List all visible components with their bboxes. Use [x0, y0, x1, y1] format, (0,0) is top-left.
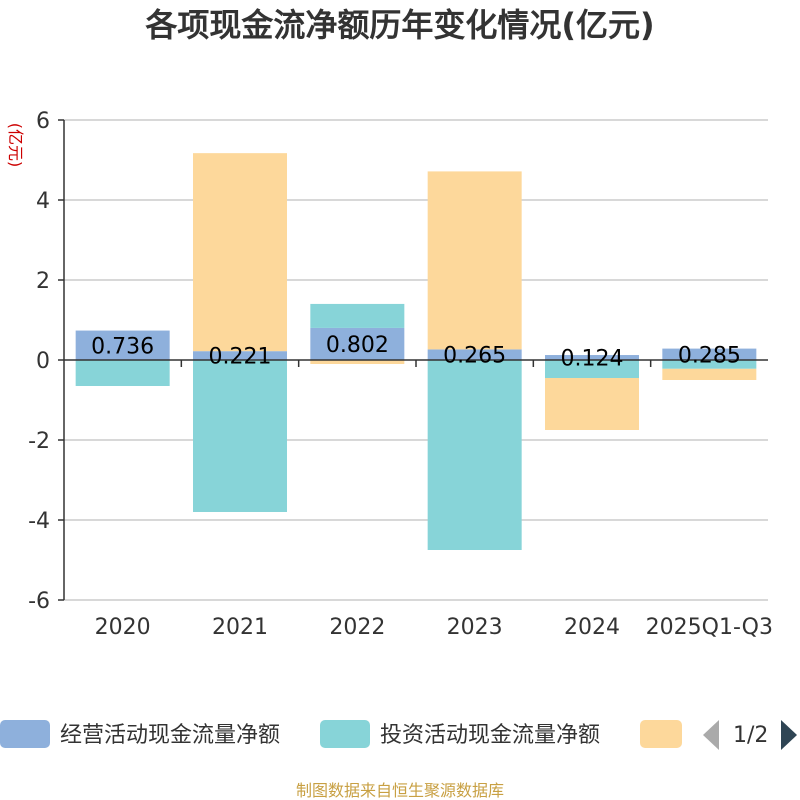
bar-segment: [193, 351, 287, 360]
bar-segment: [310, 327, 405, 360]
data-label: 0.285: [678, 343, 741, 368]
y-tick-label: 0: [36, 349, 50, 374]
legend-swatch-financing[interactable]: [640, 720, 682, 748]
y-tick-label: 2: [36, 269, 50, 294]
x-tick-label: 2024: [564, 615, 620, 640]
data-label: 0.124: [561, 347, 624, 372]
bar-segment: [662, 368, 757, 380]
legend-label-operating[interactable]: 经营活动现金流量净额: [60, 723, 280, 748]
bar-segment: [427, 171, 522, 350]
bar-segment: [545, 355, 639, 360]
y-tick-label: 6: [36, 109, 50, 134]
bar-segment: [427, 349, 522, 360]
x-tick-label: 2022: [329, 615, 385, 640]
bar-segment: [662, 348, 757, 360]
bar-segment: [310, 360, 405, 364]
bar-segment: [662, 360, 757, 369]
data-label: 0.736: [91, 334, 154, 359]
bar-segment: [193, 153, 287, 352]
bar-segment: [193, 360, 287, 512]
bar-segment: [545, 378, 639, 430]
legend-next-page-icon[interactable]: [781, 720, 797, 750]
y-axis-label: (亿元): [6, 123, 25, 168]
legend-swatch-operating[interactable]: [0, 720, 50, 748]
x-tick-label: 2020: [95, 615, 151, 640]
legend-label-investing[interactable]: 投资活动现金流量净额: [380, 723, 600, 748]
data-labels: 0.736 0.221 0.802 0.265 0.124 0.285: [91, 333, 741, 372]
legend-page-indicator: 1/2: [733, 723, 768, 748]
y-tick-label: -6: [28, 589, 50, 614]
y-tick-label: 4: [36, 189, 50, 214]
gridlines: [64, 119, 768, 601]
bars: [75, 153, 757, 550]
legend: 经营活动现金流量净额 投资活动现金流量净额 1/2: [0, 720, 797, 750]
bar-segment: [427, 360, 522, 550]
y-tick-label: -2: [28, 429, 50, 454]
data-label: 0.221: [209, 345, 272, 370]
x-tick-label: 2023: [447, 615, 503, 640]
bar-segment: [310, 303, 405, 328]
bar-segment: [75, 360, 170, 386]
axes: -6 -4 -2 0 2 4 6 2020 2021 2022 2023 2024 2025Q1-Q3: [28, 109, 773, 640]
legend-prev-page-icon[interactable]: [703, 720, 719, 750]
x-tick-label: 2021: [212, 615, 268, 640]
bar-segment: [545, 360, 639, 378]
source-note: 制图数据来自恒生聚源数据库: [296, 781, 504, 800]
bar-segment: [75, 330, 170, 360]
chart-title: 各项现金流净额历年变化情况(亿元): [145, 6, 654, 44]
y-tick-label: -4: [28, 509, 50, 534]
data-label: 0.265: [443, 344, 506, 369]
legend-swatch-investing[interactable]: [320, 720, 370, 748]
x-tick-label: 2025Q1-Q3: [646, 615, 773, 640]
data-label: 0.802: [326, 333, 389, 358]
